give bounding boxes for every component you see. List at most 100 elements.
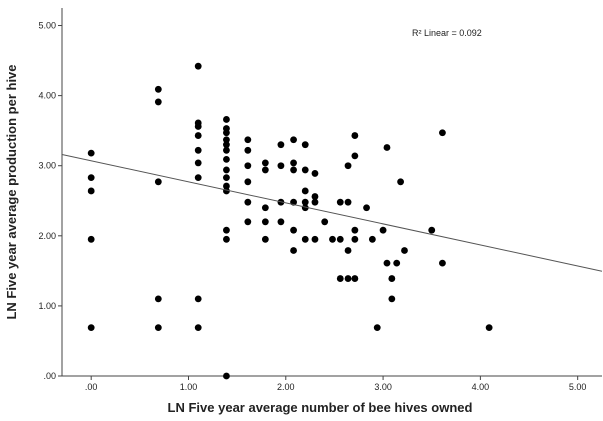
data-point [344,247,352,254]
data-point [223,182,230,190]
data-point [277,162,285,170]
data-point [261,204,269,212]
data-point [336,235,344,243]
data-point [301,204,309,212]
data-point [388,295,396,303]
data-point [351,235,359,243]
data-point [223,226,230,234]
data-point [363,204,370,212]
data-point [223,174,230,182]
data-point [301,187,309,195]
data-point [393,259,401,267]
plot-frame [61,8,602,377]
data-point [290,166,297,174]
data-point [321,218,329,226]
data-point [194,132,202,139]
data-point [87,324,95,332]
y-axis-title: LN Five year average production per hive [4,64,19,319]
data-point [428,226,436,234]
data-point [373,324,381,332]
data-point [194,123,202,130]
data-point [311,170,319,177]
data-point [277,218,285,226]
data-point [261,159,269,167]
x-axis-title: LN Five year average number of bee hives… [168,400,473,415]
data-point [194,174,202,182]
data-point [244,178,252,186]
data-point [277,141,285,149]
data-point [351,275,359,282]
x-tick-label: 5.00 [569,382,587,392]
data-point [383,259,391,267]
data-point [223,136,230,144]
y-tick-label: 2.00 [38,231,56,241]
data-point [290,136,297,144]
data-point [401,247,408,254]
data-point [336,198,344,206]
data-point [301,141,309,149]
data-point [301,235,309,243]
data-point [311,198,319,206]
data-point [87,235,95,243]
data-point [223,129,230,137]
data-point [485,324,493,332]
data-point [194,62,202,70]
data-point [336,275,344,282]
y-tick-label: 1.00 [38,301,56,311]
data-point [439,259,446,267]
y-tick-label: 5.00 [38,21,56,31]
y-tick-label: 3.00 [38,161,56,171]
y-tick-label: .00 [43,371,56,381]
data-point [223,116,230,123]
data-point [154,178,162,186]
data-point [290,226,297,234]
data-point [87,187,95,195]
data-point [301,166,309,174]
data-point [154,98,162,106]
data-point [397,178,404,186]
x-axis-ticks: .00 1.00 2.00 3.00 4.00 5.00 [85,376,587,392]
data-point [244,146,252,154]
data-point [344,275,352,282]
data-point [244,218,252,226]
data-point [244,198,252,206]
data-point [223,166,230,174]
data-point [383,144,391,151]
x-tick-label: .00 [85,382,98,392]
x-tick-label: 2.00 [277,382,295,392]
linear-fit-line [61,154,603,272]
scatter-points [87,62,493,380]
data-point [223,141,230,149]
data-point [194,146,202,154]
data-point [261,166,269,174]
data-point [301,198,309,206]
y-axis-ticks: .00 1.00 2.00 3.00 4.00 5.00 [38,21,62,381]
data-point [368,235,376,243]
data-point [223,146,230,154]
x-tick-label: 4.00 [472,382,490,392]
data-point [290,247,297,254]
x-tick-label: 3.00 [374,382,392,392]
data-point [223,235,230,243]
data-point [344,198,352,206]
data-point [344,162,352,170]
data-point [351,226,359,234]
data-point [194,295,202,303]
r-squared-annotation: R² Linear = 0.092 [412,28,482,38]
data-point [223,156,230,163]
data-point [329,235,336,243]
data-point [379,226,387,234]
data-point [311,193,319,200]
data-point [87,149,95,157]
data-point [261,235,269,243]
data-point [244,162,252,170]
data-point [261,218,269,226]
y-tick-label: 4.00 [38,91,56,101]
data-point [290,159,297,167]
data-point [154,85,162,93]
data-point [351,152,359,160]
x-tick-label: 1.00 [180,382,198,392]
data-point [351,132,359,139]
data-point [194,159,202,167]
